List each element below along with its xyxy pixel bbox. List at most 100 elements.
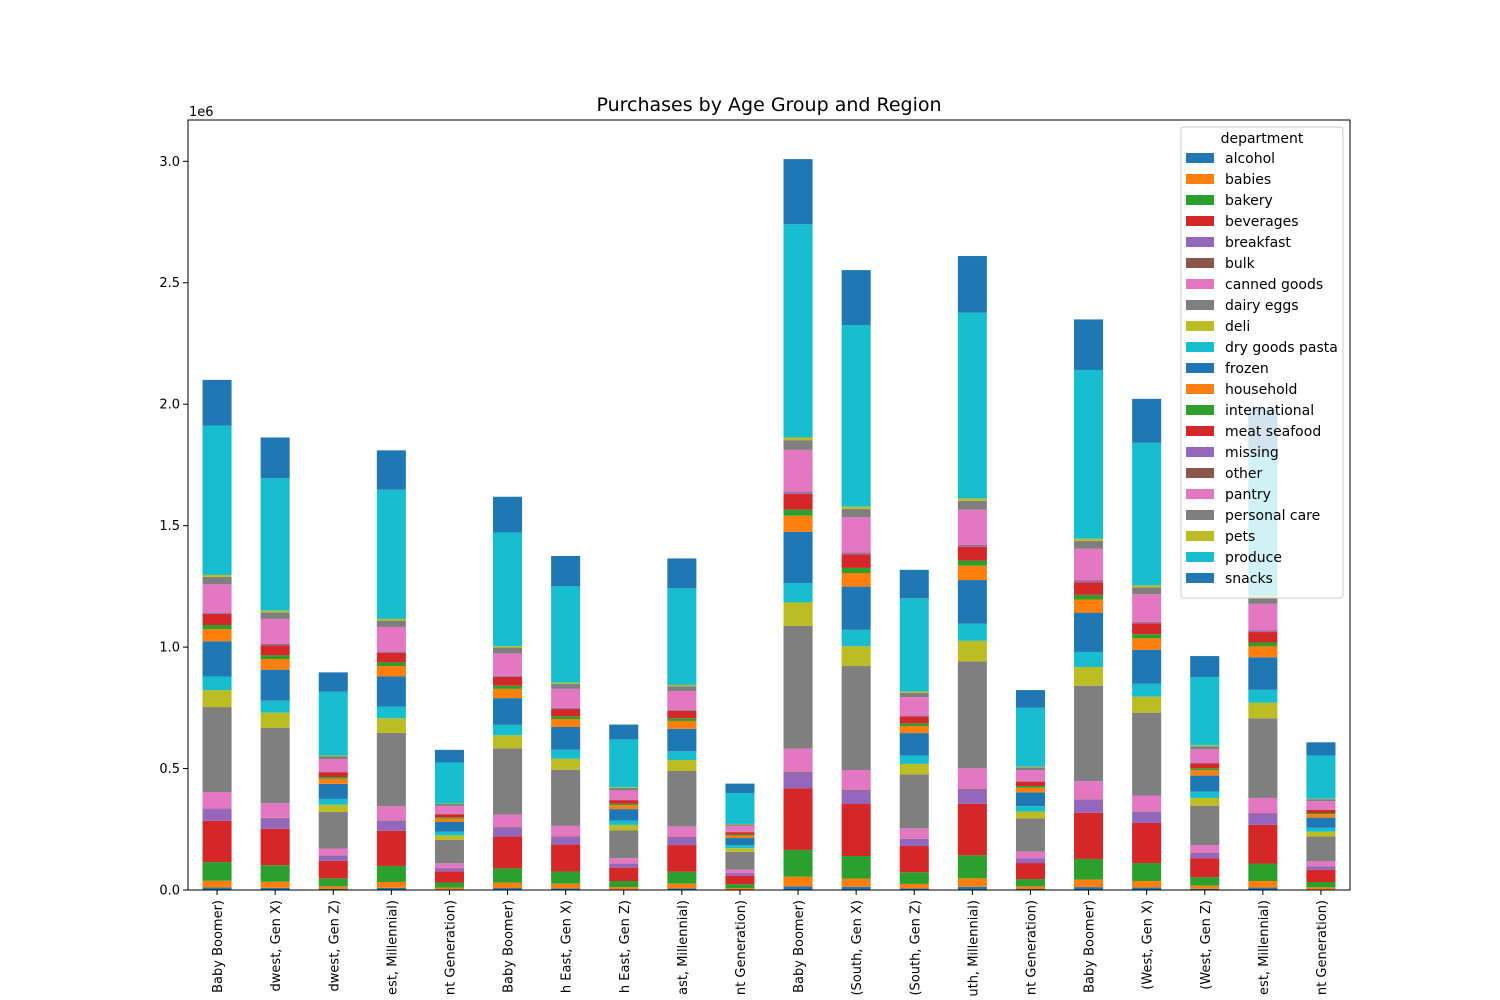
bar-segment [1132,795,1162,812]
legend-entry: frozen [1225,361,1269,377]
bar-segment [260,881,290,888]
bar-segment [957,788,987,790]
y-tick-label: 1.0 [159,641,180,656]
legend-swatch [1186,300,1214,310]
bar-segment [841,878,871,887]
bar-segment [667,710,697,719]
bar-stack [725,783,755,890]
bar-segment [1190,676,1220,746]
bar-segment [376,662,406,667]
bar-segment [202,862,232,881]
bar-segment [1015,770,1045,781]
bar-segment [841,629,871,647]
bar-segment [260,610,290,613]
bar-segment [783,886,813,890]
bar-segment [667,826,697,838]
bar-segment [376,676,406,707]
bar-segment [493,827,523,837]
bar-segment [493,646,523,648]
legend-swatch [1186,321,1214,331]
bar-segment [841,770,871,790]
bar-segment [493,698,523,725]
bar-segment [1132,398,1162,443]
bar-segment [783,625,813,749]
bar-segment [957,661,987,769]
bar-stack [1132,398,1162,890]
bar-segment [551,727,581,750]
bar-segment [783,449,813,492]
bar-segment [957,565,987,581]
bar-segment [434,749,464,763]
bar-segment [957,803,987,856]
bar-segment [376,651,406,653]
bar-segment [1190,805,1220,846]
bar-segment [260,887,290,890]
legend-entry: bakery [1225,193,1273,209]
x-tick-label: Baby Boomer) [1083,900,1098,993]
bar-segment [1074,582,1104,595]
bar-segment [667,760,697,771]
y-tick-label: 2.5 [159,276,180,291]
bar-segment [1132,585,1162,588]
bar-segment [783,159,813,225]
bar-segment [1248,689,1278,703]
bar-segment [1132,634,1162,639]
bar-stack [609,724,639,890]
bar-stack [493,496,523,890]
bar-segment [1190,852,1220,859]
bar-segment [667,691,697,710]
bar-segment [841,270,871,326]
bar-segment [1132,442,1162,586]
x-tick-label: Baby Boomer) [502,900,517,993]
bar-segment [1132,887,1162,890]
x-tick-label: (South, Gen X) [850,900,865,996]
bar-stack [318,672,348,890]
bar-segment [783,440,813,450]
bar-segment [609,887,639,890]
bar-segment [1132,649,1162,684]
bar-segment [1074,667,1104,686]
bar-segment [783,515,813,532]
bar-segment [667,710,697,711]
bar-segment [260,645,290,656]
bar-segment [376,881,406,888]
bar-segment [899,733,929,756]
bar-stack [202,379,232,890]
bar-segment [783,492,813,494]
bar-segment [493,532,523,647]
bar-segment [551,708,581,710]
x-tick-label: nt Generation) [734,900,749,995]
bar-segment [1074,879,1104,888]
bar-segment [783,531,813,583]
bar-segment [493,882,523,889]
bar-segment [667,845,697,872]
bar-segment [1074,369,1104,539]
bar-segment [1248,603,1278,631]
bar-segment [1074,581,1104,583]
bar-segment [957,498,987,501]
bar-segment [202,574,232,577]
bar-segment [1248,702,1278,719]
x-tick-label: uth, Millennial) [966,900,981,997]
bar-segment [899,692,929,698]
bar-segment [957,855,987,879]
bar-segment [202,641,232,677]
bar-segment [725,873,755,876]
x-tick-label: (South, Gen Z) [908,900,923,996]
bar-segment [1306,755,1336,799]
legend-entry: pets [1225,529,1255,545]
bar-segment [957,256,987,313]
bar-segment [783,582,813,603]
bar-segment [841,789,871,791]
x-axis: Baby Boomer) dwest, Gen X) dwest, Gen Z) es… [211,890,1330,997]
bar-segment [1248,597,1278,604]
bar-segment [609,863,639,868]
bar-segment [434,863,464,868]
bar-segment [1306,799,1336,802]
legend-swatch [1186,363,1214,373]
bar-segment [493,748,523,815]
bar-segment [783,788,813,850]
bar-segment [725,888,755,890]
bar-segment [260,669,290,701]
bar-segment [202,379,232,426]
